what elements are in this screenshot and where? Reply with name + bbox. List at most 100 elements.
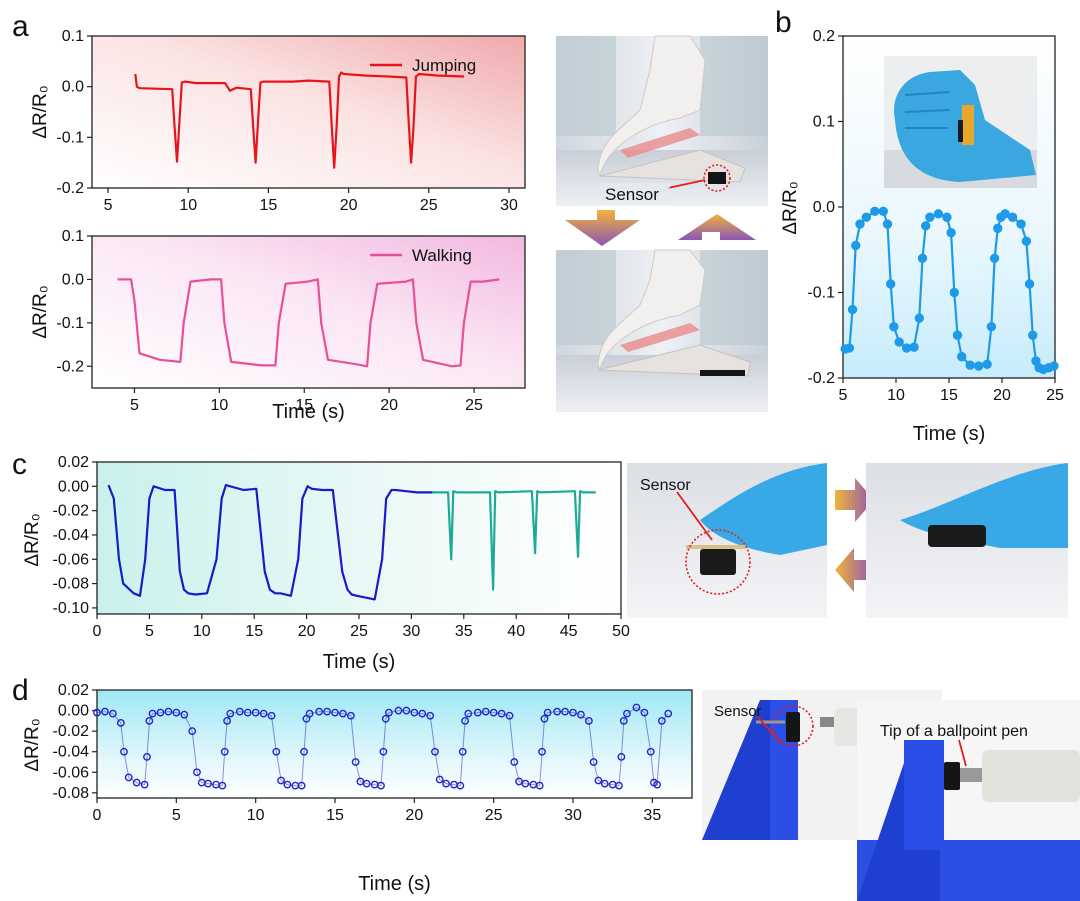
- data-point: [385, 708, 393, 717]
- sensor-highlight-circle: [703, 164, 731, 192]
- legend-label: Walking: [412, 246, 472, 265]
- x-tick-label: 25: [1046, 387, 1064, 404]
- data-point: [140, 780, 149, 789]
- x-tick-label: 10: [247, 807, 265, 824]
- y-tick-label: -0.1: [56, 129, 84, 146]
- x-tick-label: 30: [403, 623, 421, 640]
- y-tick-label: -0.10: [53, 600, 90, 617]
- shoe-transition-arrows: [565, 210, 756, 246]
- data-point: [946, 227, 956, 238]
- data-point: [986, 322, 997, 332]
- photo-shoe-bottom: [556, 249, 768, 412]
- series-line: [96, 706, 669, 787]
- y-axis-label: ΔR/R₀: [30, 85, 51, 138]
- y-tick-label: 0.0: [62, 79, 84, 96]
- data-point: [220, 747, 229, 756]
- data-point: [489, 708, 498, 717]
- data-point: [362, 779, 371, 788]
- data-point: [1007, 212, 1018, 222]
- x-tick-label: 0: [93, 807, 102, 824]
- y-axis-label: ΔR/R₀: [22, 513, 43, 566]
- panel-letter-d: d: [12, 674, 29, 707]
- x-tick-label: 5: [145, 623, 154, 640]
- y-tick-label: 0.1: [62, 228, 84, 245]
- data-point: [145, 716, 154, 725]
- arrow-up-icon: [678, 214, 756, 240]
- x-tick-label: 10: [179, 197, 197, 214]
- data-point: [473, 708, 482, 717]
- series-line: [134, 71, 465, 169]
- data-point: [957, 351, 967, 362]
- data-point: [623, 709, 631, 718]
- data-point: [223, 716, 232, 725]
- y-tick-label: 0.02: [58, 682, 89, 699]
- data-point: [143, 752, 151, 761]
- data-point: [124, 773, 133, 782]
- y-tick-label: 0.0: [62, 271, 84, 288]
- x-tick-label: 15: [295, 397, 313, 414]
- data-point: [272, 747, 281, 756]
- data-point: [156, 708, 165, 717]
- data-point: [435, 775, 444, 784]
- data-point: [351, 758, 360, 766]
- y-tick-label: -0.06: [53, 551, 90, 568]
- sensor-block: [708, 172, 726, 184]
- data-point: [594, 776, 603, 785]
- arrow-right-icon: [835, 478, 874, 522]
- data-point: [148, 709, 157, 718]
- plot-background: [92, 36, 525, 188]
- data-point: [243, 708, 252, 717]
- x-tick-label: 10: [193, 623, 211, 640]
- data-point: [346, 711, 355, 720]
- data-point: [632, 703, 641, 712]
- data-point: [949, 287, 959, 298]
- plot-background: [92, 236, 525, 388]
- data-point: [909, 342, 919, 352]
- data-point: [538, 747, 546, 756]
- x-tick-label: 15: [940, 387, 958, 404]
- y-tick-label: -0.02: [53, 503, 90, 520]
- legend-label: Jumping: [412, 56, 476, 75]
- y-tick-label: 0.00: [58, 703, 89, 720]
- chart-walking: 5 10 15 20 25 0.1 0.0 -0.1 -0.2 ΔR/R₀ Time (s) Walk…: [30, 228, 526, 423]
- y-tick-label: 0.0: [813, 199, 835, 216]
- data-point: [418, 709, 427, 718]
- data-point: [664, 709, 673, 718]
- y-tick-label: -0.08: [53, 785, 90, 802]
- data-point: [917, 253, 928, 263]
- series-line: [117, 278, 500, 368]
- data-point: [188, 727, 197, 736]
- y-tick-label: 0.2: [813, 28, 835, 45]
- data-point: [615, 781, 623, 790]
- y-tick-label: -0.2: [56, 180, 84, 197]
- x-tick-label: 15: [326, 807, 344, 824]
- data-point: [1049, 361, 1059, 371]
- x-axis-label: Time (s): [358, 873, 431, 895]
- x-axis-label: Time (s): [272, 401, 345, 423]
- data-point: [458, 747, 467, 756]
- arrow-left-icon: [835, 548, 874, 592]
- data-point: [861, 212, 872, 222]
- data-point: [577, 710, 585, 719]
- x-axis-label: Time (s): [323, 651, 396, 673]
- x-tick-label: 20: [340, 197, 358, 214]
- data-point: [889, 322, 899, 332]
- data-point: [870, 206, 880, 216]
- data-point: [101, 707, 109, 716]
- y-tick-label: -0.04: [53, 744, 90, 761]
- x-tick-label: 5: [172, 807, 181, 824]
- y-tick-label: -0.1: [56, 315, 84, 332]
- data-point: [914, 313, 925, 323]
- photo-shoe-top: Sensor: [556, 35, 768, 206]
- data-point: [464, 709, 473, 718]
- y-axis-label: ΔR/R₀: [30, 285, 51, 338]
- finger-transition-arrows: [835, 478, 874, 592]
- data-point: [93, 708, 101, 717]
- data-point: [993, 223, 1003, 234]
- x-tick-label: 25: [420, 197, 438, 214]
- data-point: [521, 779, 530, 788]
- data-point: [235, 707, 244, 716]
- x-tick-label: 45: [560, 623, 578, 640]
- data-point: [297, 781, 306, 790]
- data-point: [1000, 209, 1010, 219]
